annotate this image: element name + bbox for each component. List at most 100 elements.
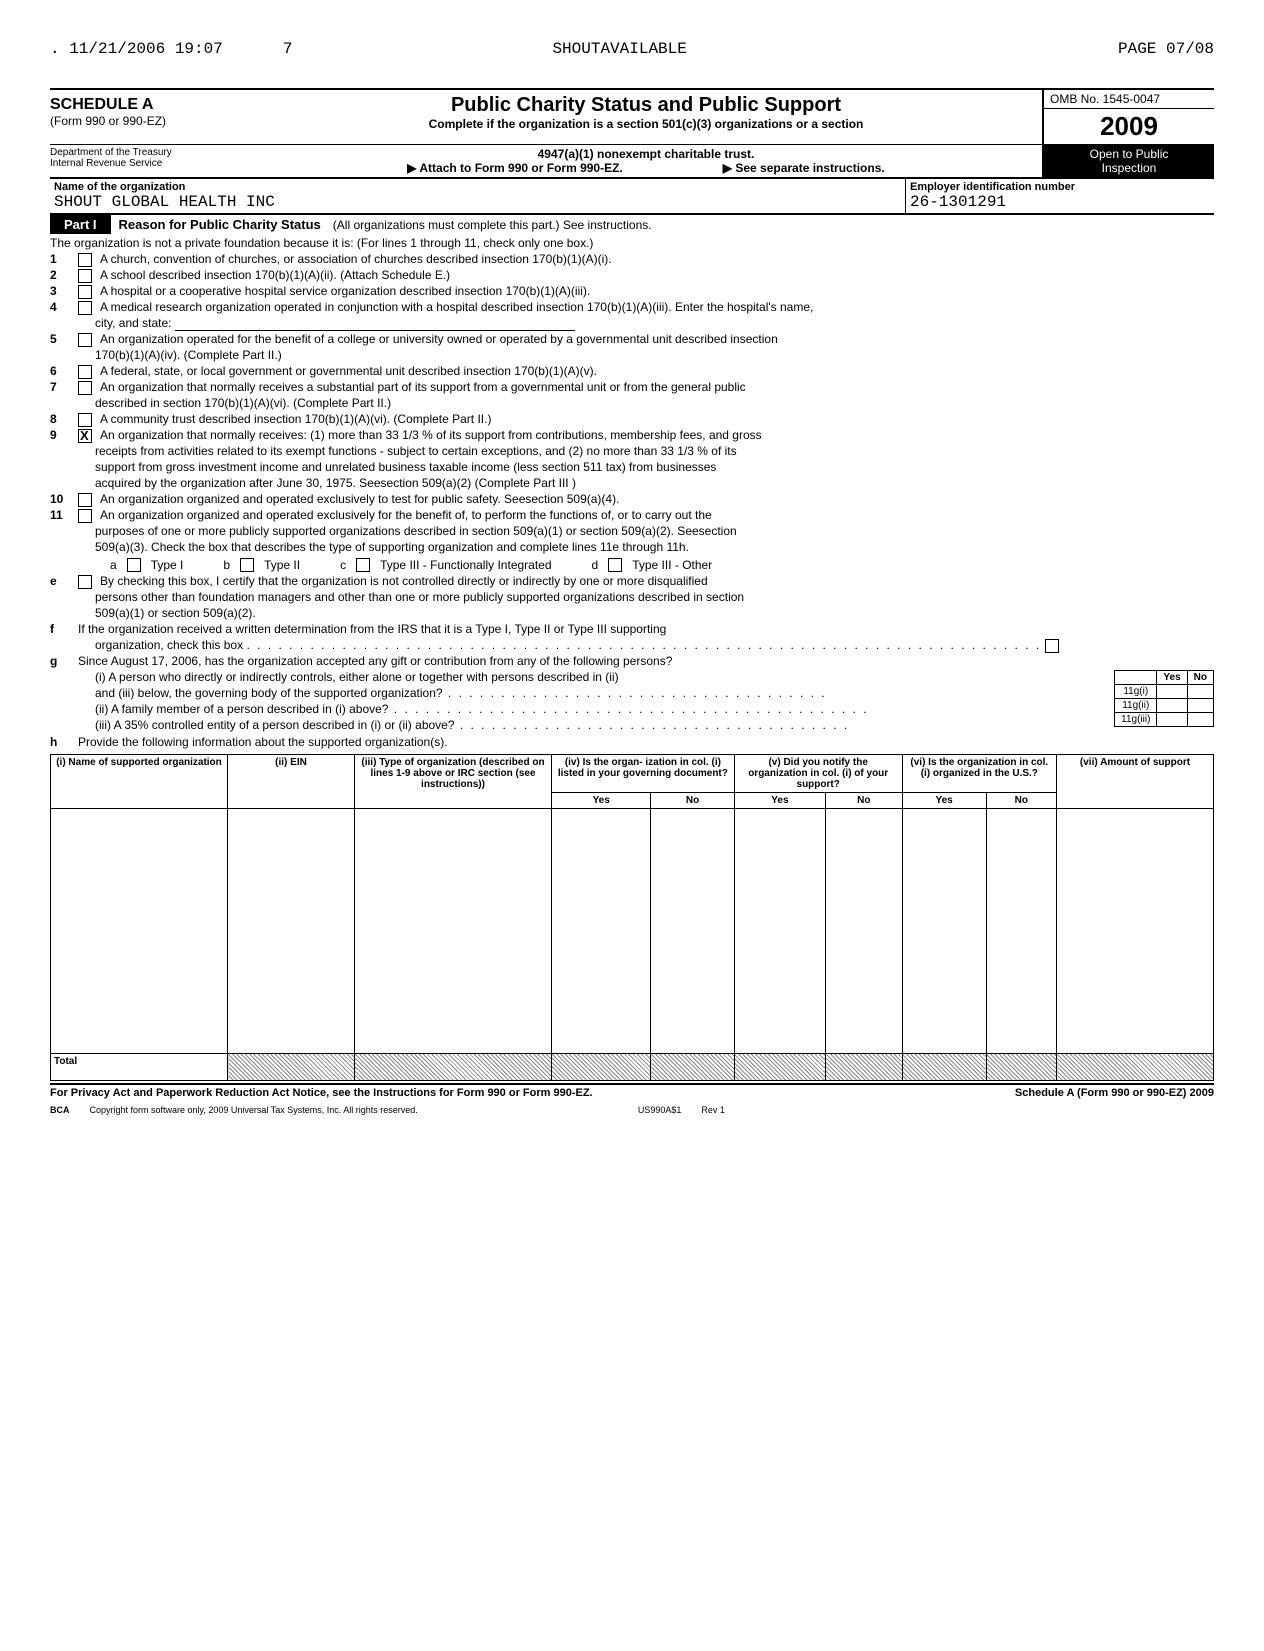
fax-seq: 7 <box>283 40 293 58</box>
line-gii: (ii) A family member of a person describ… <box>95 702 1110 717</box>
form-header: SCHEDULE A (Form 990 or 990-EZ) Public C… <box>50 88 1214 144</box>
line-gi: (i) A person who directly or indirectly … <box>95 670 1110 685</box>
line-f: f If the organization received a written… <box>50 622 1214 637</box>
line-9b: receipts from activities related to its … <box>95 444 1214 459</box>
part1-title: Reason for Public Charity Status <box>111 215 329 234</box>
dept1: Department of the Treasury <box>50 147 250 158</box>
org-name: SHOUT GLOBAL HEALTH INC <box>54 193 901 211</box>
org-row: Name of the organization SHOUT GLOBAL HE… <box>50 177 1214 215</box>
line-h: h Provide the following information abou… <box>50 735 1214 750</box>
line-7: 7 An organization that normally receives… <box>50 380 1214 395</box>
type-row: aType I bType II cType III - Functionall… <box>110 557 1214 572</box>
yesno-table: YesNo 11g(i) 11g(ii) 11g(iii) <box>1114 670 1214 727</box>
fax-timestamp: . 11/21/2006 19:07 <box>50 40 223 58</box>
header-row2: Department of the Treasury Internal Reve… <box>50 144 1214 177</box>
line-11c: 509(a)(3). Check the box that describes … <box>95 540 1214 555</box>
form-title: Public Charity Status and Public Support <box>260 94 1032 117</box>
col-iv: (iv) Is the organ- ization in col. (i) l… <box>552 755 735 793</box>
checkbox-f[interactable] <box>1045 639 1059 653</box>
col-vi: (vi) Is the organization in col. (i) org… <box>902 755 1056 793</box>
attach-note: ▶ Attach to Form 990 or Form 990-EZ. <box>407 161 623 175</box>
fax-center: SHOUTAVAILABLE <box>552 40 686 58</box>
line-fb: organization, check this box . . . . . .… <box>95 638 1214 653</box>
col-v: (v) Did you notify the organization in c… <box>734 755 902 793</box>
ein-value: 26-1301291 <box>910 193 1210 211</box>
checkbox-1[interactable] <box>78 253 92 267</box>
see-note: ▶ See separate instructions. <box>723 161 885 175</box>
checkbox-10[interactable] <box>78 493 92 507</box>
line-3: 3 A hospital or a cooperative hospital s… <box>50 284 1214 299</box>
line-ec: 509(a)(1) or section 509(a)(2). <box>95 606 1214 621</box>
line-eb: persons other than foundation managers a… <box>95 590 1214 605</box>
checkbox-type1[interactable] <box>127 558 141 572</box>
checkbox-type4[interactable] <box>608 558 622 572</box>
inspection: Inspection <box>1044 161 1214 175</box>
col-i: (i) Name of supported organization <box>51 755 228 809</box>
line-5b: 170(b)(1)(A)(iv). (Complete Part II.) <box>95 348 1214 363</box>
col-vii: (vii) Amount of support <box>1057 755 1214 809</box>
footer: For Privacy Act and Paperwork Reduction … <box>50 1083 1214 1099</box>
cell-11giii-no[interactable] <box>1187 713 1213 727</box>
dept2: Internal Revenue Service <box>50 158 250 169</box>
fax-page: PAGE 07/08 <box>1118 40 1214 58</box>
part1-tab: Part I <box>50 215 111 234</box>
checkbox-4[interactable] <box>78 301 92 315</box>
line-11: 11 An organization organized and operate… <box>50 508 1214 523</box>
checkbox-5[interactable] <box>78 333 92 347</box>
cell-11gii-yes[interactable] <box>1157 699 1187 713</box>
col-iii: (iii) Type of organization (described on… <box>355 755 552 809</box>
checkbox-6[interactable] <box>78 365 92 379</box>
line-10: 10 An organization organized and operate… <box>50 492 1214 507</box>
form-sub1: Complete if the organization is a sectio… <box>260 117 1032 131</box>
omb-number: OMB No. 1545-0047 <box>1044 90 1214 109</box>
checkbox-3[interactable] <box>78 285 92 299</box>
hospital-blank[interactable] <box>175 318 575 331</box>
line-gib: and (iii) below, the governing body of t… <box>95 686 1110 701</box>
intro-line: The organization is not a private founda… <box>50 236 1214 251</box>
checkbox-type3[interactable] <box>356 558 370 572</box>
line-7b: described in section 170(b)(1)(A)(vi). (… <box>95 396 1214 411</box>
form-year: 2009 <box>1044 109 1214 144</box>
line-2: 2 A school described insection 170(b)(1)… <box>50 268 1214 283</box>
ein-label: Employer identification number <box>910 181 1210 193</box>
line-9d: acquired by the organization after June … <box>95 476 1214 491</box>
footer-right: Schedule A (Form 990 or 990-EZ) 2009 <box>1015 1087 1214 1099</box>
checkbox-8[interactable] <box>78 413 92 427</box>
support-table: (i) Name of supported organization (ii) … <box>50 754 1214 1081</box>
cell-11giii-yes[interactable] <box>1157 713 1187 727</box>
checkbox-e[interactable] <box>78 575 92 589</box>
line-4b: city, and state: <box>95 316 1214 331</box>
cell-11gi-yes[interactable] <box>1157 685 1187 699</box>
line-g: g Since August 17, 2006, has the organiz… <box>50 654 1214 669</box>
checkbox-7[interactable] <box>78 381 92 395</box>
checkbox-9[interactable] <box>78 429 92 443</box>
checkbox-type2[interactable] <box>240 558 254 572</box>
form-label: (Form 990 or 990-EZ) <box>50 114 250 128</box>
part1-bar: Part I Reason for Public Charity Status … <box>50 215 1214 234</box>
line-5: 5 An organization operated for the benef… <box>50 332 1214 347</box>
open-public: Open to Public <box>1044 147 1214 161</box>
checkbox-11[interactable] <box>78 509 92 523</box>
line-e: e By checking this box, I certify that t… <box>50 574 1214 589</box>
line-1: 1 A church, convention of churches, or a… <box>50 252 1214 267</box>
line-4: 4 A medical research organization operat… <box>50 300 1214 315</box>
fax-header: . 11/21/2006 19:07 7 SHOUTAVAILABLE PAGE… <box>50 40 1214 58</box>
checkbox-2[interactable] <box>78 269 92 283</box>
footer-left: For Privacy Act and Paperwork Reduction … <box>50 1087 1015 1099</box>
part1-sub: (All organizations must complete this pa… <box>329 216 656 234</box>
line-giii: (iii) A 35% controlled entity of a perso… <box>95 718 1110 733</box>
lines-block: The organization is not a private founda… <box>50 236 1214 750</box>
line-8: 8 A community trust described insection … <box>50 412 1214 427</box>
line-11b: purposes of one or more publicly support… <box>95 524 1214 539</box>
cell-11gi-no[interactable] <box>1187 685 1213 699</box>
table-row <box>51 809 1214 1054</box>
line-9c: support from gross investment income and… <box>95 460 1214 475</box>
line-6: 6 A federal, state, or local government … <box>50 364 1214 379</box>
schedule-label: SCHEDULE A <box>50 96 250 114</box>
form-sub2: 4947(a)(1) nonexempt charitable trust. <box>250 147 1042 161</box>
bca-line: BCA Copyright form software only, 2009 U… <box>50 1105 1214 1115</box>
cell-11gii-no[interactable] <box>1187 699 1213 713</box>
table-total-row: Total <box>51 1054 1214 1081</box>
org-name-label: Name of the organization <box>54 181 901 193</box>
line-9: 9 An organization that normally receives… <box>50 428 1214 443</box>
